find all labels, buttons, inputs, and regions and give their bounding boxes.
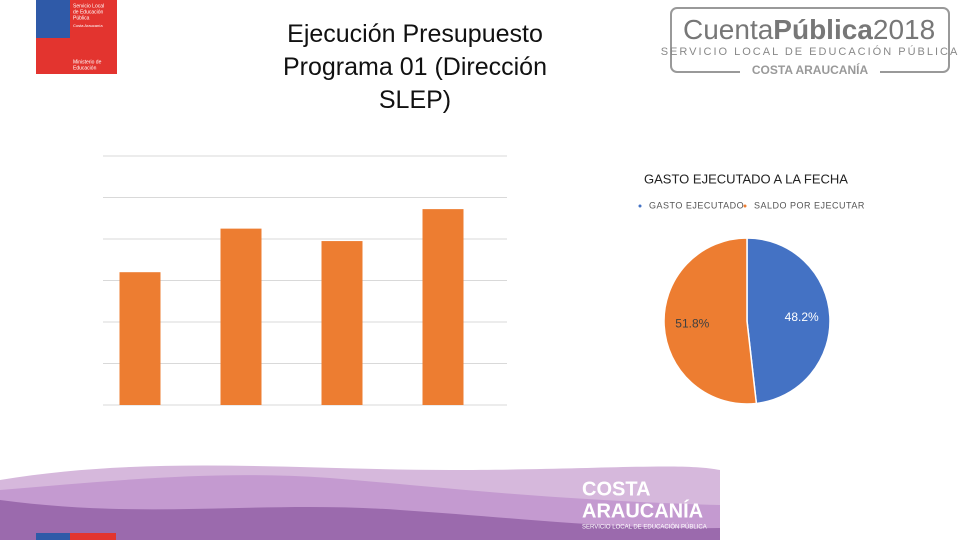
bar bbox=[220, 228, 262, 405]
bar bbox=[321, 241, 363, 405]
logo-text: COSTA bbox=[582, 478, 651, 500]
logo-text: SERVICIO LOCAL DE EDUCACIÓN PÚBLICA bbox=[582, 524, 707, 531]
logo-text: Ministerio de bbox=[73, 59, 102, 65]
slide-title: Ejecución Presupuesto Programa 01 (Direc… bbox=[283, 20, 547, 114]
data-label: 48.2% bbox=[785, 310, 819, 324]
wave bbox=[0, 500, 720, 540]
logo-text: Educación bbox=[73, 65, 97, 71]
logo-text: CuentaPública2018 bbox=[683, 14, 935, 45]
logo-text: Costa Araucanía bbox=[73, 23, 103, 28]
legend-marker bbox=[743, 204, 747, 208]
legend-label: GASTO EJECUTADO bbox=[649, 200, 744, 210]
logo-text: Pública bbox=[73, 15, 90, 21]
pie-slice bbox=[663, 237, 758, 405]
legend-marker bbox=[638, 204, 642, 208]
logo-panel bbox=[70, 0, 117, 74]
logo-text: ARAUCANÍA bbox=[582, 499, 703, 522]
logo-text: COSTA ARAUCANÍA bbox=[752, 62, 869, 77]
logo-text: Servicio Local bbox=[73, 3, 104, 9]
pie-slice bbox=[746, 237, 831, 405]
data-label: 51.8% bbox=[675, 316, 709, 330]
bar bbox=[422, 209, 464, 405]
flag-red bbox=[70, 533, 116, 540]
logo-blue bbox=[36, 0, 70, 38]
logo-red bbox=[36, 38, 70, 74]
bar bbox=[119, 272, 161, 405]
logo-text: SERVICIO LOCAL DE EDUCACIÓN PÚBLICA bbox=[661, 45, 960, 58]
legend-label: SALDO POR EJECUTAR bbox=[754, 200, 865, 210]
logo-text: de Educación bbox=[73, 9, 104, 15]
flag-blue bbox=[36, 533, 70, 540]
chart-title: GASTO EJECUTADO A LA FECHA bbox=[644, 171, 848, 186]
logo-gap bbox=[740, 64, 880, 80]
